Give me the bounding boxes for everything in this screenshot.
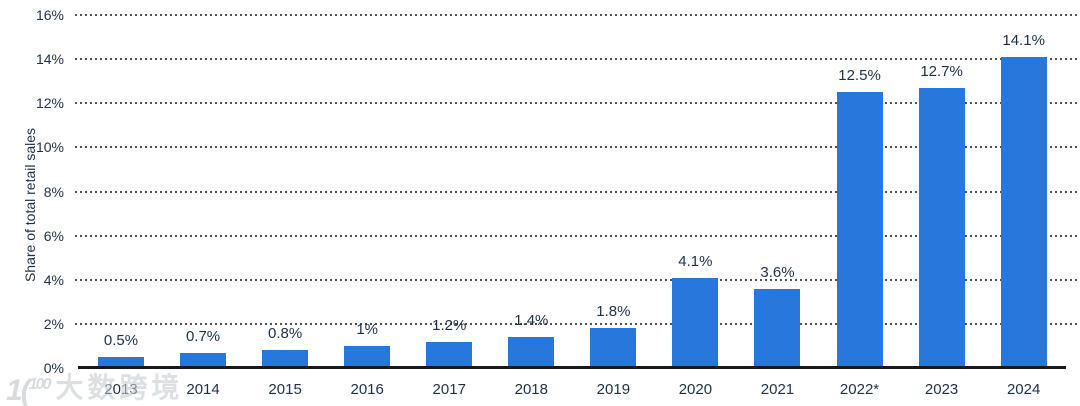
y-tick-label: 4% (43, 271, 64, 288)
y-tick-label: 16% (35, 7, 64, 23)
gridline-4pct (75, 278, 1080, 281)
gridline-6pct (75, 234, 1080, 237)
y-tick-label: 12% (35, 95, 64, 112)
bar-value-label: 0.7% (185, 327, 221, 345)
bar-2017 (426, 341, 473, 368)
bar-2020 (672, 277, 719, 368)
gridline-16pct (75, 14, 1080, 16)
x-tick-label: 2021 (760, 381, 795, 398)
y-tick-label: 6% (43, 227, 64, 244)
bar-2013 (98, 356, 144, 368)
gridline-12pct (75, 102, 1080, 105)
gridline-8pct (75, 190, 1080, 193)
x-tick-label: 2022* (839, 381, 880, 398)
x-axis-line (78, 366, 1066, 369)
bar-value-label: 1% (356, 320, 379, 338)
bar-value-label: 0.8% (268, 325, 303, 343)
bar-2019 (590, 328, 637, 368)
x-tick-label: 2019 (596, 381, 631, 398)
bar-value-label: 3.6% (760, 263, 795, 281)
bar-2018 (508, 337, 555, 368)
gridline-10pct (75, 146, 1080, 149)
y-tick-label: 10% (35, 139, 64, 156)
bar-2024 (1000, 56, 1047, 368)
bar-value-label: 1.8% (596, 303, 631, 321)
bar-value-label: 12.7% (920, 62, 963, 80)
x-tick-label: 2015 (268, 381, 302, 398)
x-tick-label: 2024 (1006, 381, 1041, 398)
gridline-14pct (75, 58, 1080, 61)
bar-value-label: 14.1% (1002, 31, 1045, 49)
x-tick-label: 2013 (104, 381, 138, 398)
gridline-2pct (75, 322, 1080, 325)
x-tick-label: 2018 (514, 381, 548, 398)
y-tick-label: 2% (43, 315, 64, 332)
x-tick-label: 2016 (350, 381, 384, 398)
bar-value-label: 1.2% (432, 316, 467, 334)
x-tick-label: 2023 (924, 381, 959, 398)
bar-2015 (262, 350, 309, 368)
bar-value-label: 1.4% (514, 312, 549, 330)
x-tick-label: 2020 (678, 381, 713, 398)
bar-value-label: 0.5% (103, 331, 139, 349)
bar-value-label: 12.5% (838, 67, 881, 85)
bar-value-label: 4.1% (678, 252, 713, 270)
y-tick-label: 0% (43, 360, 64, 376)
y-tick-label: 14% (35, 51, 64, 68)
bar-2016 (344, 345, 391, 368)
y-tick-label: 8% (43, 183, 64, 200)
bar-2023 (918, 87, 965, 368)
bar-2014 (180, 352, 227, 368)
bar-2021 (754, 288, 801, 368)
bar-2022* (836, 92, 883, 368)
x-tick-label: 2017 (432, 381, 466, 398)
x-tick-label: 2014 (186, 381, 220, 398)
